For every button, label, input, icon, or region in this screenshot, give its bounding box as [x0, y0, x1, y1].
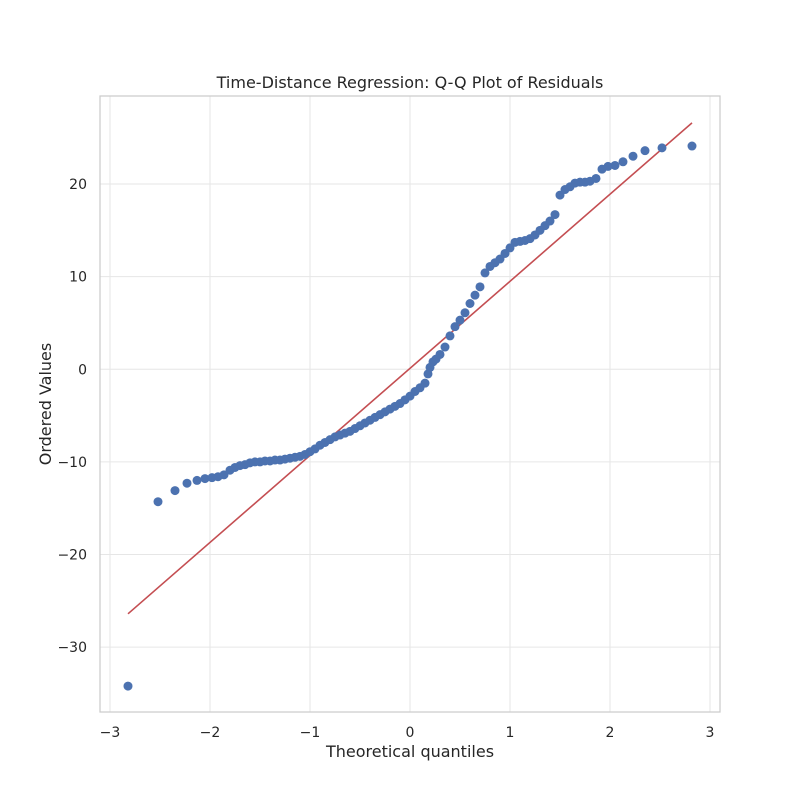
data-point [628, 151, 638, 161]
x-tick-label: −2 [200, 725, 221, 741]
x-tick-labels: −3 −2 −1 0 1 2 3 [100, 725, 715, 741]
data-point [465, 298, 475, 308]
data-point [687, 141, 697, 151]
y-axis-label: Ordered Values [36, 343, 55, 465]
data-point [470, 290, 480, 300]
data-point [182, 478, 192, 488]
x-axis-label: Theoretical quantiles [325, 742, 494, 761]
data-point [153, 497, 163, 507]
data-point [591, 173, 601, 183]
x-tick-label: −3 [100, 725, 121, 741]
data-point [545, 216, 555, 226]
y-tick-label: −10 [57, 455, 87, 471]
data-point [460, 308, 470, 318]
fit-line-layer [127, 122, 693, 615]
data-point [192, 475, 202, 485]
data-point [475, 282, 485, 292]
x-tick-label: 0 [406, 725, 415, 741]
data-point [618, 157, 628, 167]
y-tick-label: 20 [69, 177, 87, 193]
data-point [123, 681, 133, 691]
data-point [603, 161, 613, 171]
chart-title: Time-Distance Regression: Q-Q Plot of Re… [216, 73, 604, 92]
data-point [550, 210, 560, 220]
y-tick-label: −30 [57, 640, 87, 656]
data-point [640, 146, 650, 156]
data-point [435, 349, 445, 359]
data-point [657, 143, 667, 153]
data-point [610, 160, 620, 170]
data-point [455, 315, 465, 325]
data-point [440, 342, 450, 352]
data-point [480, 268, 490, 278]
data-point [420, 378, 430, 388]
data-point [170, 486, 180, 496]
data-point [450, 322, 460, 332]
plot-frame [99, 95, 721, 713]
data-points-layer [123, 141, 697, 691]
x-tick-label: 2 [606, 725, 615, 741]
data-point [200, 474, 210, 484]
data-point [445, 331, 455, 341]
fit-line [127, 122, 693, 615]
x-tick-label: −1 [300, 725, 321, 741]
x-tick-label: 3 [706, 725, 715, 741]
y-tick-label: 10 [69, 270, 87, 286]
y-tick-label: −20 [57, 548, 87, 564]
y-tick-labels: −30 −20 −10 0 10 20 [57, 177, 87, 656]
x-tick-label: 1 [506, 725, 515, 741]
grid-lines [100, 96, 720, 712]
y-tick-label: 0 [78, 362, 87, 378]
